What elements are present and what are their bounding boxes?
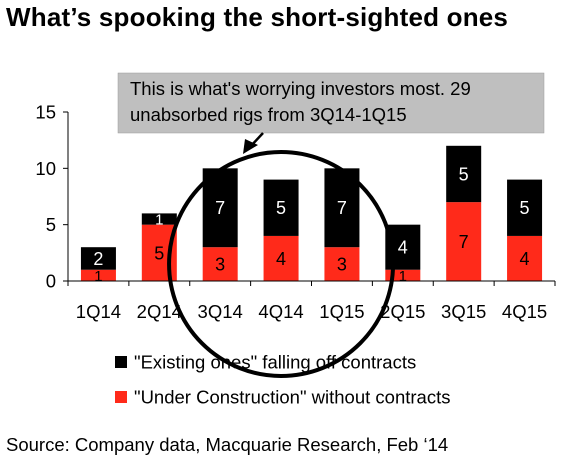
bar-under-construction-1Q14 bbox=[80, 269, 116, 281]
bar-under-construction-2Q15 bbox=[385, 269, 421, 281]
data-label-existing-3Q15: 5 bbox=[459, 164, 469, 184]
data-label-under-construction-2Q14: 5 bbox=[154, 243, 164, 263]
legend-label-existing: "Existing ones" falling off contracts bbox=[134, 352, 416, 373]
data-label-under-construction-3Q14: 3 bbox=[215, 255, 225, 275]
callout-text-line-2: unabsorbed rigs from 3Q14-1Q15 bbox=[130, 104, 407, 125]
callout-text-line-1: This is what's worrying investors most. … bbox=[130, 78, 471, 99]
y-tick-label-0: 0 bbox=[46, 271, 56, 292]
highlight-circle bbox=[167, 150, 396, 378]
x-tick-label-3Q15: 3Q15 bbox=[441, 301, 486, 322]
data-label-under-construction-1Q14: 1 bbox=[94, 268, 102, 285]
bar-existing-3Q14 bbox=[202, 168, 238, 248]
x-tick-label-4Q14: 4Q14 bbox=[258, 301, 303, 322]
bar-existing-4Q14 bbox=[263, 179, 299, 236]
bar-under-construction-4Q15 bbox=[507, 235, 543, 281]
legend: "Existing ones" falling off contracts "Un… bbox=[115, 352, 450, 408]
callout-box bbox=[117, 72, 545, 134]
y-tick-label-10: 10 bbox=[35, 158, 56, 179]
y-tick-label-15: 15 bbox=[35, 102, 56, 123]
data-label-existing-1Q14: 2 bbox=[93, 249, 103, 269]
data-label-existing-2Q15: 4 bbox=[398, 238, 408, 258]
data-label-under-construction-4Q15: 4 bbox=[520, 249, 530, 269]
bar-under-construction-4Q14 bbox=[263, 235, 299, 281]
data-label-under-construction-4Q14: 4 bbox=[276, 249, 286, 269]
data-label-under-construction-2Q15: 1 bbox=[399, 268, 407, 285]
source-note: Source: Company data, Macquarie Research… bbox=[6, 434, 449, 455]
data-label-existing-3Q14: 7 bbox=[215, 198, 225, 218]
x-tick-label-1Q15: 1Q15 bbox=[319, 301, 364, 322]
bar-existing-1Q14 bbox=[80, 247, 116, 270]
bar-existing-4Q15 bbox=[507, 179, 543, 236]
data-label-existing-1Q15: 7 bbox=[337, 198, 347, 218]
legend-swatch-existing bbox=[115, 356, 127, 368]
callout-arrow-head bbox=[243, 139, 258, 154]
legend-swatch-under-construction bbox=[115, 391, 127, 403]
bar-existing-1Q15 bbox=[324, 168, 360, 248]
bar-under-construction-1Q15 bbox=[324, 247, 360, 281]
x-tick-label-2Q14: 2Q14 bbox=[137, 301, 182, 322]
data-label-under-construction-3Q15: 7 bbox=[459, 232, 469, 252]
x-tick-label-4Q15: 4Q15 bbox=[502, 301, 547, 322]
y-tick-label-5: 5 bbox=[46, 214, 56, 235]
data-label-existing-2Q14: 1 bbox=[155, 211, 163, 228]
x-tick-label-2Q15: 2Q15 bbox=[380, 301, 425, 322]
data-label-under-construction-1Q15: 3 bbox=[337, 255, 347, 275]
bar-under-construction-3Q14 bbox=[202, 247, 238, 281]
bar-existing-2Q14 bbox=[141, 213, 177, 225]
x-tick-label-1Q14: 1Q14 bbox=[76, 301, 121, 322]
data-label-existing-4Q15: 5 bbox=[520, 198, 530, 218]
legend-label-under-construction: "Under Construction" without contracts bbox=[134, 387, 450, 408]
callout-layer: This is what's worrying investors most. … bbox=[117, 72, 545, 378]
bar-under-construction-3Q15 bbox=[446, 202, 482, 281]
bar-existing-3Q15 bbox=[446, 145, 482, 203]
data-label-existing-4Q14: 5 bbox=[276, 198, 286, 218]
chart-title: What’s spooking the short-sighted ones bbox=[6, 2, 509, 32]
x-tick-label-3Q14: 3Q14 bbox=[198, 301, 243, 322]
